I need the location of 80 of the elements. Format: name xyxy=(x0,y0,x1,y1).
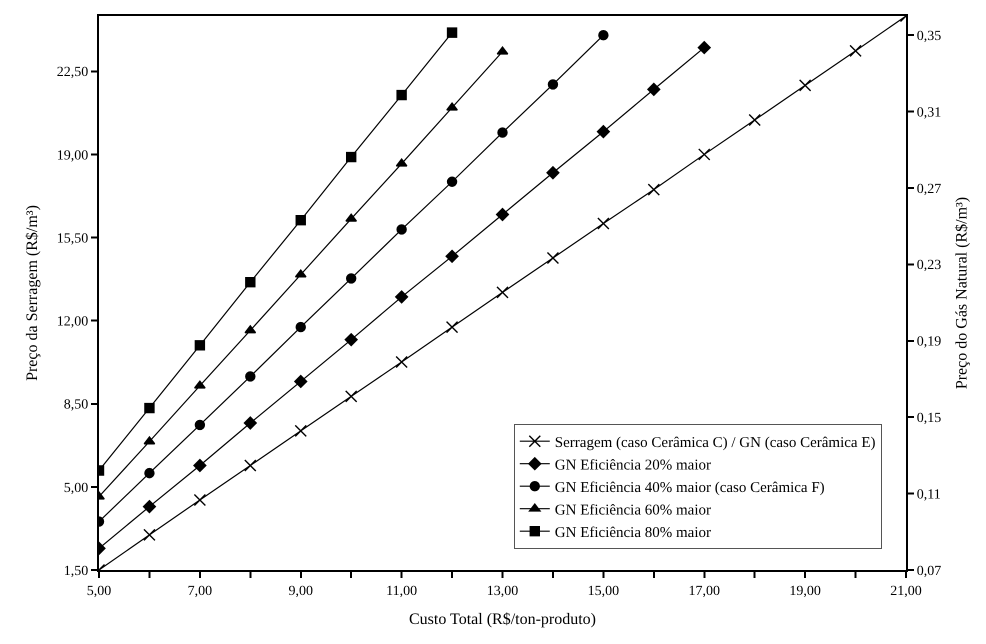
point xyxy=(244,459,257,472)
point xyxy=(446,27,458,38)
point xyxy=(296,322,306,332)
point xyxy=(496,286,509,299)
point xyxy=(143,528,156,542)
point xyxy=(748,114,761,126)
x-tick-label: 21,00 xyxy=(890,584,922,599)
y2-tick-label: 0,11 xyxy=(916,487,941,502)
x-tick-label: 9,00 xyxy=(288,584,313,599)
point xyxy=(194,340,206,351)
y2-tick-label: 0,23 xyxy=(916,258,942,274)
point xyxy=(294,269,307,278)
point xyxy=(698,41,711,54)
point xyxy=(446,320,458,334)
point xyxy=(344,333,358,346)
x-tick-label: 19,00 xyxy=(789,584,821,599)
point xyxy=(396,224,407,235)
point xyxy=(244,416,257,430)
point xyxy=(496,46,508,55)
point xyxy=(194,494,206,506)
point xyxy=(497,127,508,138)
x-tick-label: 11,00 xyxy=(386,584,418,599)
x-tick-label: 5,00 xyxy=(86,584,112,599)
legend-label: GN Eficiência 60% maior xyxy=(554,502,711,519)
point xyxy=(194,420,206,430)
x-tick-label: 13,00 xyxy=(486,584,518,599)
x-axis-title: Custo Total (R$/ton-produto) xyxy=(408,611,596,628)
y2-tick-label: 0,27 xyxy=(916,182,942,197)
point xyxy=(142,500,156,514)
legend-label: GN Eficiência 20% maior xyxy=(554,458,711,474)
point xyxy=(446,250,459,263)
point xyxy=(598,30,609,40)
y-axis-title: Preço da Serragem (R$/m³) xyxy=(24,205,42,381)
point xyxy=(395,356,408,368)
x-tick-label: 17,00 xyxy=(688,584,720,599)
x-tick-label: 15,00 xyxy=(588,584,620,599)
y2-tick-label: 0,07 xyxy=(916,564,942,579)
point xyxy=(346,273,356,284)
point xyxy=(446,102,458,111)
point xyxy=(396,90,407,100)
y2-tick-label: 0,31 xyxy=(916,105,942,120)
y-tick-label: 15,50 xyxy=(56,231,88,246)
point xyxy=(296,215,306,226)
point xyxy=(496,208,510,222)
point xyxy=(546,166,560,180)
point xyxy=(144,468,155,478)
point xyxy=(647,82,660,96)
legend-label: Serragem (caso Cerâmica C) / GN (caso Cerâmica E) xyxy=(554,435,876,452)
point xyxy=(193,458,206,472)
point xyxy=(144,436,156,444)
point xyxy=(596,125,610,138)
x-tick-label: 7,00 xyxy=(188,584,212,599)
point xyxy=(546,252,560,264)
y2-tick-label: 0,15 xyxy=(916,411,942,426)
y-tick-label: 19,00 xyxy=(56,148,88,164)
point xyxy=(346,152,356,162)
point xyxy=(648,183,660,196)
legend-label: GN Eficiência 80% maior xyxy=(554,525,711,542)
y-tick-label: 12,00 xyxy=(56,314,88,330)
point xyxy=(344,390,358,403)
y2-axis-title: Preço do Gás Natural (R$/m³) xyxy=(954,196,970,390)
y-tick-label: 5,00 xyxy=(64,480,88,496)
point xyxy=(849,44,862,58)
point xyxy=(548,79,558,90)
point xyxy=(798,79,812,92)
point xyxy=(698,148,710,161)
y-tick-label: 1,50 xyxy=(64,564,88,579)
point xyxy=(446,176,458,187)
legend-label: GN Eficiência 40% maior (caso Cerâmica F) xyxy=(554,480,825,496)
point xyxy=(245,277,256,288)
point xyxy=(597,217,610,230)
point xyxy=(395,290,408,304)
y2-tick-label: 0,19 xyxy=(916,334,942,350)
y2-tick-label: 0,35 xyxy=(916,29,942,44)
y-tick-label: 8,50 xyxy=(64,398,88,413)
point xyxy=(294,424,307,438)
point xyxy=(144,402,155,414)
point xyxy=(245,371,256,382)
point xyxy=(294,374,308,388)
y-tick-label: 22,50 xyxy=(56,65,88,80)
